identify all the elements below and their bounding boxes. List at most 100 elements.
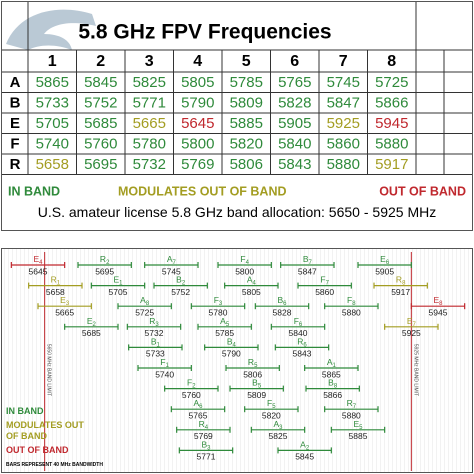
limit-text: MHz BAND LIMIT — [412, 356, 418, 396]
channel-label: E1 — [113, 275, 123, 286]
band-letter: E — [433, 295, 439, 305]
frequency-cell: 5880 — [375, 136, 408, 153]
channel-label: E7 — [407, 316, 417, 327]
frequency-cell: 5658 — [36, 156, 69, 173]
channel-label: B2 — [176, 275, 186, 286]
band-letter: B — [227, 337, 233, 347]
column-header: 5 — [242, 53, 251, 70]
frequency-cell: 5733 — [36, 95, 69, 112]
channel-frequency: 5771 — [197, 452, 216, 462]
column-header: 3 — [145, 53, 154, 70]
channel-frequency: 5840 — [289, 328, 308, 338]
frequency-cell: 5705 — [36, 115, 69, 132]
band-letter: F — [240, 254, 245, 264]
channel-number: 8 — [439, 301, 443, 307]
band-letter: A — [193, 398, 199, 408]
channel-label: E2 — [87, 316, 97, 327]
band-letter: A — [167, 254, 173, 264]
frequency-cell: 5765 — [278, 74, 311, 91]
channel-frequency: 5860 — [315, 287, 334, 297]
channel-frequency: 5760 — [182, 390, 201, 400]
legend-modulates: MODULATES OUT OF BAND — [118, 184, 287, 198]
frequency-cell: 5860 — [327, 136, 360, 153]
frequency-cell: 5866 — [375, 95, 408, 112]
frequency-cell: 5828 — [278, 95, 311, 112]
channel-frequency: 5740 — [155, 369, 174, 379]
channel-label: B1 — [151, 337, 161, 348]
channel-frequency: 5780 — [209, 307, 228, 317]
channel-frequency: 5752 — [171, 287, 190, 297]
band-letter: E — [380, 254, 386, 264]
band-letter: E — [353, 419, 359, 429]
frequency-cell: 5745 — [327, 74, 360, 91]
channel-number: 2 — [182, 280, 186, 286]
band-letter: E — [87, 316, 93, 326]
channel-frequency: 5790 — [222, 349, 241, 359]
channel-number: 3 — [207, 445, 211, 451]
band-letter: F — [267, 398, 272, 408]
frequency-cell: 5905 — [278, 115, 311, 132]
row-label: F — [10, 136, 19, 153]
frequency-cell: 5847 — [327, 95, 360, 112]
channel-number: 1 — [332, 363, 336, 369]
channel-label: A8 — [140, 295, 150, 306]
channel-number: 2 — [306, 445, 310, 451]
channel-label: A6 — [193, 398, 203, 409]
channel-number: 8 — [146, 301, 150, 307]
channel-label: B4 — [227, 337, 237, 348]
frequency-cell: 5771 — [133, 95, 166, 112]
frequency-cell: 5725 — [375, 74, 408, 91]
channel-number: 2 — [92, 321, 96, 327]
band-letter: R — [396, 275, 402, 285]
row-label: R — [10, 156, 21, 173]
channel-label: R3 — [149, 316, 159, 327]
limit-label: 5650 MHz BAND LIMIT — [45, 344, 51, 396]
channel-label: E8 — [433, 295, 443, 306]
channel-number: 7 — [326, 280, 330, 286]
channel-label: E6 — [380, 254, 390, 265]
limit-value: 5925 — [412, 344, 418, 355]
channel-label: F2 — [187, 378, 196, 389]
column-header: 6 — [290, 53, 299, 70]
band-letter: R — [199, 419, 205, 429]
channel-number: 7 — [308, 260, 312, 266]
band-note: U.S. amateur license 5.8 GHz band alloca… — [38, 204, 436, 220]
frequency-cell: 5800 — [181, 136, 214, 153]
band-letter: E — [60, 295, 66, 305]
frequency-cell: 5780 — [133, 136, 166, 153]
column-header: 7 — [339, 53, 348, 70]
channel-frequency: 5805 — [242, 287, 261, 297]
column-header: 1 — [48, 53, 57, 70]
frequency-cell: 5732 — [133, 156, 166, 173]
frequency-cell: 5760 — [84, 136, 117, 153]
column-header: 4 — [193, 53, 202, 70]
band-letter: F — [347, 295, 352, 305]
legend-out-of-band: OUT OF BAND — [6, 445, 69, 455]
channel-number: 7 — [353, 404, 357, 410]
channel-label: F5 — [267, 398, 276, 409]
band-letter: A — [300, 440, 306, 450]
channel-label: B5 — [252, 378, 262, 389]
frequency-cell: 5945 — [375, 115, 408, 132]
frequency-cell: 5740 — [36, 136, 69, 153]
channel-label: B8 — [328, 378, 338, 389]
channel-label: F6 — [294, 316, 303, 327]
channel-frequency: 5865 — [322, 369, 341, 379]
band-letter: E — [33, 254, 39, 264]
channel-frequency: 5769 — [194, 431, 213, 441]
channel-frequency: 5880 — [342, 307, 361, 317]
channel-number: 4 — [205, 424, 209, 430]
channel-number: 7 — [172, 260, 176, 266]
frequency-cell: 5825 — [133, 74, 166, 91]
channel-frequency: 5820 — [262, 410, 281, 420]
column-header: 8 — [387, 53, 396, 70]
channel-label: E3 — [60, 295, 70, 306]
channel-label: F3 — [214, 295, 223, 306]
channel-number: 5 — [359, 424, 363, 430]
frequency-cell: 5820 — [230, 136, 263, 153]
note-part: U.S. amateur license 5.8 GHz band alloca… — [38, 204, 325, 220]
channel-label: F4 — [240, 254, 249, 265]
channel-label: R7 — [347, 398, 357, 409]
channel-number: 4 — [232, 342, 236, 348]
